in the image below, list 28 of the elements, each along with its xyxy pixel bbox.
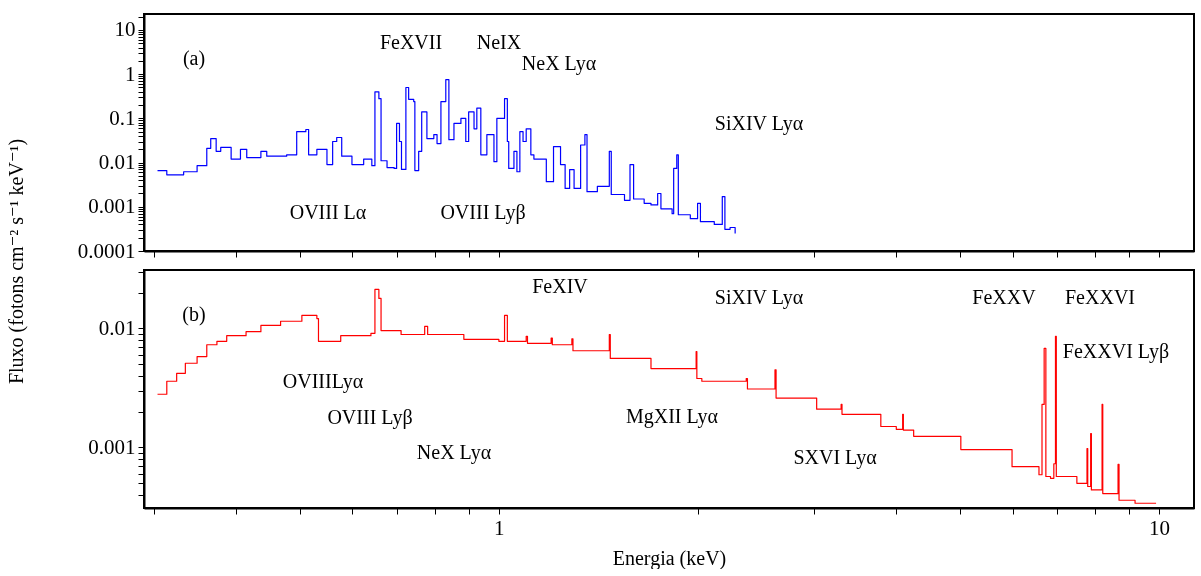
annotation: OVIII Lyβ (327, 406, 413, 429)
y-tick-label: 1 (125, 61, 136, 86)
annotation: MgXII Lyα (625, 405, 719, 428)
annotation: FeXVII (379, 31, 443, 53)
annotation: SXVI Lyα (793, 446, 878, 469)
annotation: FeXIV (532, 275, 589, 297)
annotation: (a) (182, 47, 206, 70)
annotation: (b) (182, 303, 206, 326)
y-tick-label: 0.001 (88, 434, 136, 459)
annotation: NeX Lyα (521, 52, 597, 75)
y-axis-title: Fluxo (fotons cm⁻² s⁻¹ keV⁻¹) (4, 138, 28, 385)
annotation: SiXIV Lyα (714, 112, 804, 135)
annotation: OVIII Lα (289, 201, 367, 223)
annotation: OVIIILyα (282, 370, 364, 393)
y-tick-label: 0.1 (109, 105, 136, 130)
annotation: OVIII Lyβ (440, 201, 526, 224)
y-tick-label: 0.01 (98, 315, 136, 340)
annotation: SiXIV Lyα (714, 286, 804, 309)
x-axis-title: Energia (keV) (612, 546, 727, 570)
annotation: FeXXVI Lyβ (1062, 340, 1170, 363)
annotation: NeX Lyα (416, 441, 492, 464)
annotation: NeIX (476, 31, 522, 53)
annotation: FeXXV (972, 286, 1037, 308)
y-tick-label: 10 (114, 17, 136, 42)
y-tick-label: 0.001 (88, 194, 136, 219)
y-tick-label: 0.0001 (77, 238, 136, 263)
annotation: FeXXVI (1065, 286, 1135, 308)
y-tick-label: 0.01 (98, 150, 136, 175)
